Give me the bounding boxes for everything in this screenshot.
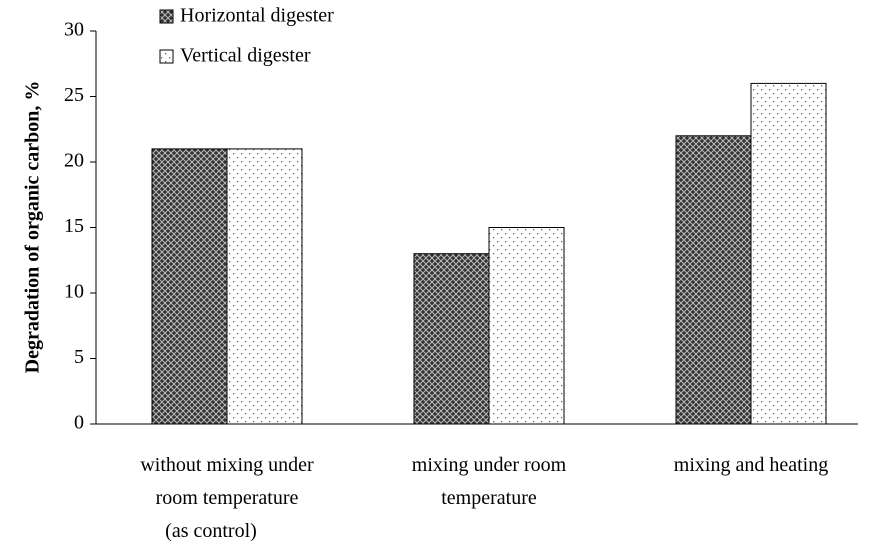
x-tick-label-line: temperature bbox=[441, 487, 537, 509]
x-tick-label-line: (as control) bbox=[165, 520, 257, 542]
bar bbox=[226, 148, 303, 425]
x-tick-label: mixing under room temperature bbox=[412, 454, 567, 509]
legend-swatch bbox=[159, 49, 174, 64]
legend-label: Vertical digester bbox=[180, 45, 311, 67]
legend-label: Horizontal digester bbox=[180, 5, 334, 27]
bar bbox=[151, 148, 228, 425]
bar bbox=[488, 227, 565, 425]
y-tick-label: 5 bbox=[74, 346, 84, 368]
y-tick-label: 10 bbox=[64, 281, 84, 303]
x-tick-label-line: mixing and heating bbox=[674, 454, 828, 476]
bar bbox=[675, 135, 752, 425]
bar bbox=[413, 253, 490, 425]
y-tick-label: 25 bbox=[64, 84, 84, 106]
x-tick-label: without mixing under room temperature (as … bbox=[140, 454, 314, 542]
y-tick-label: 0 bbox=[74, 412, 84, 434]
x-tick-label: mixing and heating bbox=[674, 454, 828, 476]
y-tick-label: 30 bbox=[64, 19, 84, 41]
y-tick-label: 20 bbox=[64, 150, 84, 172]
x-tick-label-line: mixing under room bbox=[412, 454, 567, 476]
x-tick-label-line: room temperature bbox=[156, 487, 299, 509]
y-tick-label: 15 bbox=[64, 215, 84, 237]
legend-swatch bbox=[159, 9, 174, 24]
y-axis-label: Degradation of organic carbon, % bbox=[22, 81, 44, 374]
bar bbox=[750, 82, 827, 425]
x-tick-label-line: without mixing under bbox=[140, 454, 314, 476]
